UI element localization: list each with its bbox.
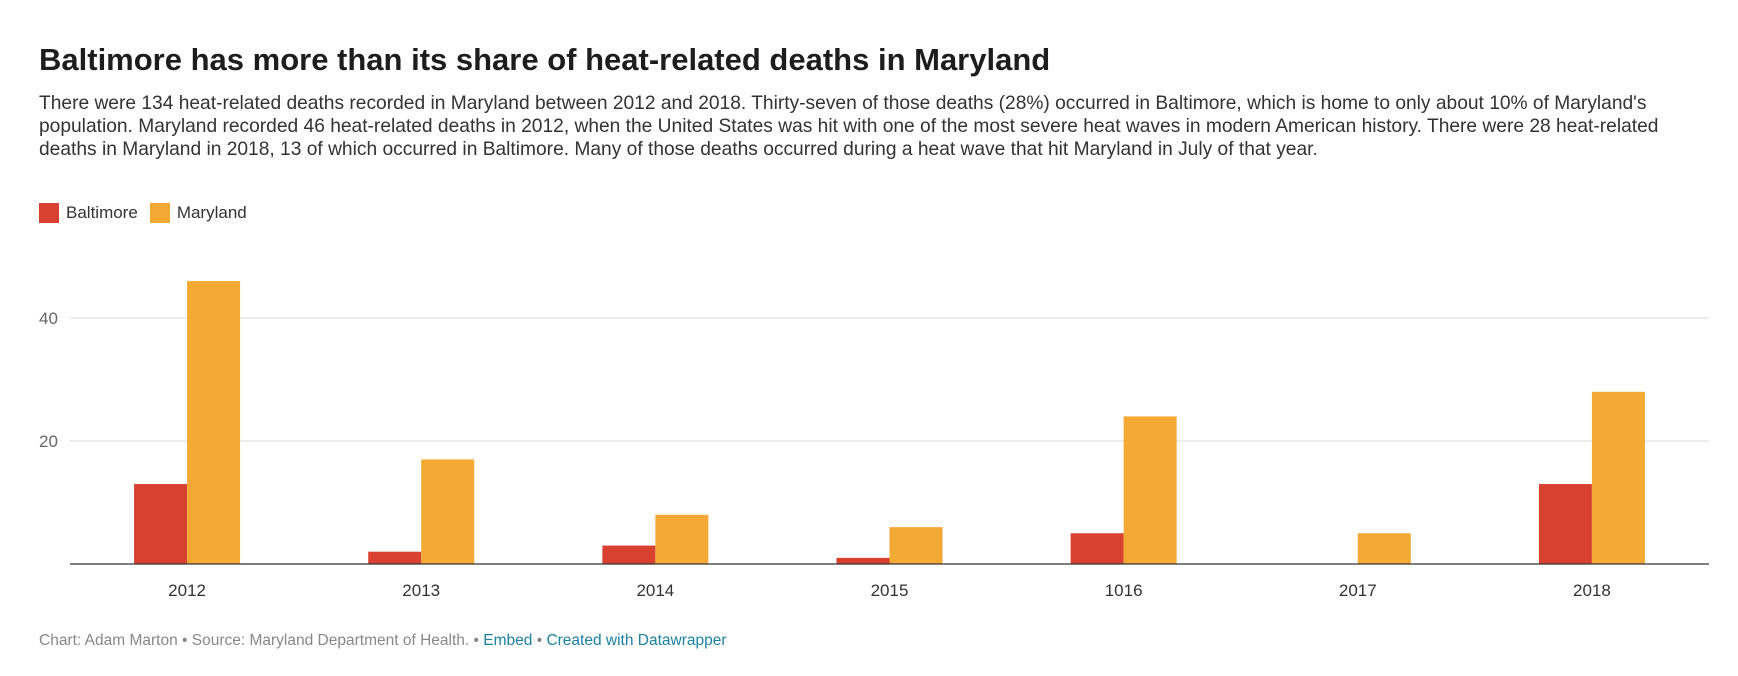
bar-maryland-2018 <box>1591 391 1645 564</box>
bar-maryland-2012 <box>187 281 241 564</box>
legend-item-baltimore: Baltimore <box>39 203 138 223</box>
footer-separator: • <box>536 632 543 649</box>
x-tick-label-1016: 1016 <box>1105 581 1143 600</box>
x-tick-label-2018: 2018 <box>1573 581 1611 600</box>
bar-maryland-1016 <box>1123 416 1177 564</box>
chart-header: Baltimore has more than its share of hea… <box>39 40 1699 161</box>
bar-baltimore-2015 <box>836 557 890 564</box>
chart-description: There were 134 heat-related deaths recor… <box>39 93 1659 160</box>
legend-label-baltimore: Baltimore <box>66 203 138 222</box>
chart-title: Baltimore has more than its share of hea… <box>39 42 1051 77</box>
chart-footer: Chart: Adam Marton • Source: Maryland De… <box>39 632 727 650</box>
x-tick-label-2013: 2013 <box>402 581 440 600</box>
legend-swatch-maryland <box>149 203 170 223</box>
y-tick-label-40: 40 <box>39 309 58 328</box>
bar-baltimore-2018 <box>1538 484 1592 564</box>
embed-link[interactable]: Embed <box>483 632 533 649</box>
bar-baltimore-2014 <box>602 545 656 564</box>
bar-maryland-2017 <box>1357 533 1411 564</box>
bar-maryland-2015 <box>889 527 943 564</box>
chart-credit: Chart: Adam Marton <box>39 632 178 649</box>
legend-swatch-baltimore <box>39 203 59 223</box>
bar-baltimore-2013 <box>368 551 422 564</box>
footer-separator: • <box>473 632 479 649</box>
chart-source: Source: Maryland Department of Health. <box>191 632 470 649</box>
y-tick-label-20: 20 <box>39 432 58 451</box>
bar-baltimore-1016 <box>1070 533 1124 564</box>
legend: Baltimore Maryland <box>39 203 259 223</box>
x-tick-label-2017: 2017 <box>1339 581 1377 600</box>
datawrapper-link[interactable]: Created with Datawrapper <box>546 632 727 649</box>
footer-separator: • <box>182 632 188 649</box>
x-tick-label-2014: 2014 <box>636 581 674 600</box>
bar-chart: 20 40 2012 2013 2014 2015 1016 2017 2018 <box>39 281 1709 600</box>
bar-baltimore-2012 <box>134 484 188 564</box>
bar-maryland-2013 <box>421 459 475 564</box>
bar-maryland-2014 <box>655 514 709 564</box>
x-tick-label-2015: 2015 <box>871 581 909 600</box>
x-tick-label-2012: 2012 <box>168 581 206 600</box>
legend-item-maryland: Maryland <box>149 203 247 223</box>
legend-label-maryland: Maryland <box>176 203 247 222</box>
